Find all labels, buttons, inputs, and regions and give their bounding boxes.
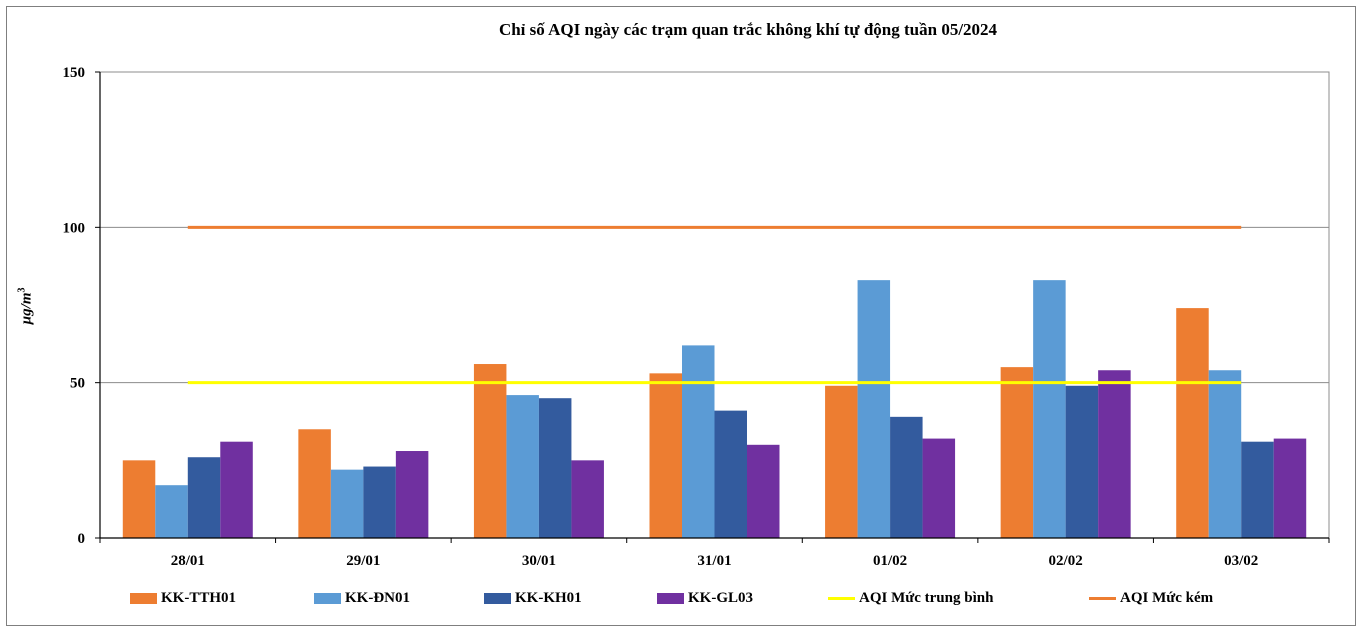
bar-KK-GL03-29/01 [395,451,429,538]
legend-item-AQI Mức trung bình: AQI Mức trung bình [828,586,993,610]
legend-label: KK-KH01 [515,589,582,606]
bar-KK-TTH01-03/02 [1176,308,1209,538]
bar-KK-TTH01-28/01 [122,460,156,538]
legend-swatch [1089,596,1116,600]
x-tick-label-03/02: 03/02 [1224,553,1258,569]
legend-label: KK-ĐN01 [345,589,410,606]
bar-KK-GL03-31/01 [747,444,780,538]
bar-KK-ĐN01-28/01 [155,485,188,538]
bar-KK-KH01-31/01 [714,410,747,538]
legend-swatch [130,592,157,604]
legend: KK-TTH01 KK-ĐN01 KK-KH01 KK-GL03 AQI Mức tru… [0,586,1366,610]
legend-item-KK-ĐN01: KK-ĐN01 [314,586,410,610]
legend-label: AQI Mức trung bình [859,589,994,606]
bar-KK-GL03-03/02 [1273,438,1307,538]
legend-item-KK-TTH01: KK-TTH01 [130,586,236,610]
bar-KK-TTH01-29/01 [298,429,331,538]
legend-swatch [484,592,511,604]
bar-KK-KH01-02/02 [1065,385,1099,538]
x-tick-labels: 28/01 29/01 30/01 31/01 01/02 02/02 03/02 [171,553,1259,569]
bar-KK-TTH01-30/01 [473,364,507,538]
legend-swatch [657,592,684,604]
legend-item-KK-KH01: KK-KH01 [484,586,582,610]
bar-KK-GL03-30/01 [571,460,604,538]
bar-KK-KH01-03/02 [1241,441,1274,538]
bar-group [122,280,1307,538]
bar-KK-GL03-01/02 [922,438,956,538]
bar-KK-KH01-30/01 [538,398,572,538]
y-tick-label-150: 150 [63,65,86,81]
legend-label: AQI Mức kém [1120,589,1214,606]
bar-KK-KH01-29/01 [363,466,396,538]
bar-KK-ĐN01-29/01 [330,469,364,538]
legend-item-KK-GL03: KK-GL03 [657,586,753,610]
x-tick-label-28/01: 28/01 [171,553,205,569]
bar-KK-TTH01-31/01 [649,373,682,538]
legend-item-AQI Mức kém: AQI Mức kém [1089,586,1213,610]
bar-KK-ĐN01-30/01 [506,395,539,538]
bar-KK-TTH01-02/02 [1000,367,1034,538]
reference-lines [187,225,1242,385]
legend-swatch [314,592,341,604]
y-tick-label-0: 0 [78,531,86,547]
bar-KK-KH01-28/01 [187,457,221,538]
legend-label: KK-TTH01 [161,589,237,606]
y-tick-labels: 0 50 100 150 [63,65,86,547]
legend-label: KK-GL03 [688,589,754,606]
bar-KK-ĐN01-31/01 [682,345,715,538]
x-tick-label-31/01: 31/01 [697,553,731,569]
legend-swatch [828,596,855,600]
y-tick-label-50: 50 [70,376,85,392]
bar-KK-GL03-28/01 [220,441,253,538]
bar-KK-ĐN01-03/02 [1208,370,1242,538]
bar-KK-GL03-02/02 [1098,370,1131,538]
x-tick-label-29/01: 29/01 [346,553,380,569]
bar-KK-ĐN01-01/02 [857,280,891,538]
y-tick-label-100: 100 [63,220,86,236]
x-tick-label-02/02: 02/02 [1049,553,1083,569]
bar-KK-ĐN01-02/02 [1033,280,1066,538]
bar-KK-TTH01-01/02 [825,385,858,538]
chart-title: Chỉ số AQI ngày các trạm quan trắc không… [498,20,998,39]
bar-KK-KH01-01/02 [890,416,923,538]
axes [95,71,1330,543]
x-tick-label-30/01: 30/01 [522,553,556,569]
x-tick-label-01/02: 01/02 [873,553,907,569]
